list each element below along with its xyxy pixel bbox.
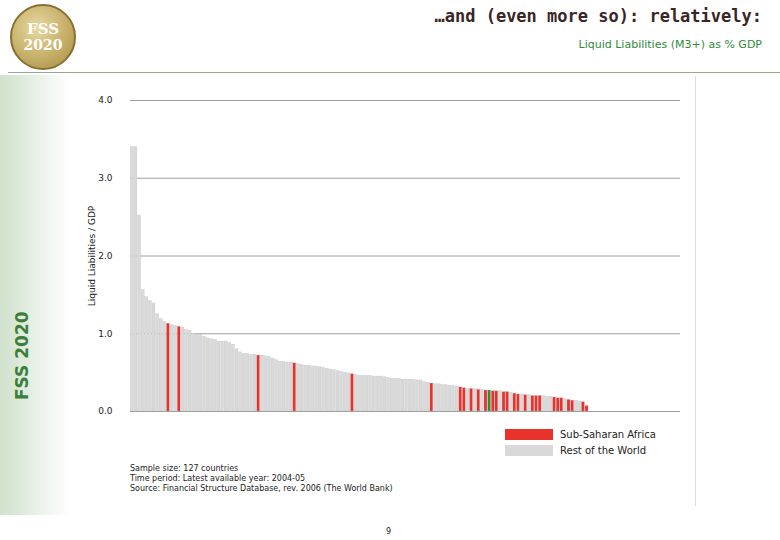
html-text:…and (even more so): relativel: …and (even more so): relatively: (434, 6, 762, 26)
svg-text:1.0: 1.0 (98, 329, 113, 339)
html-text:9: 9 (386, 527, 392, 536)
html-text:Source: Financial Structure Da: Source: Financial Structure Database, re… (130, 484, 393, 493)
html-text:2020: 2020 (23, 37, 63, 53)
html-text:Liquid Liabilities (M3+) as %: Liquid Liabilities (M3+) as % GDP (578, 38, 762, 51)
svg-text:Liquid Liabilities / GDP: Liquid Liabilities / GDP (87, 205, 97, 306)
svg-text:0.0: 0.0 (98, 406, 113, 416)
html-text:Sample size: 127 countries: Sample size: 127 countries (130, 464, 239, 473)
html-text:FSS 2020: FSS 2020 (12, 311, 32, 400)
svg-text:2.0: 2.0 (98, 251, 113, 261)
svg-text:4.0: 4.0 (98, 95, 113, 105)
html-text:FSS: FSS (27, 20, 59, 38)
html-text:Time period: Latest available: Time period: Latest available year: 2004… (130, 474, 306, 483)
svg-text:3.0: 3.0 (98, 173, 113, 183)
html-text:Rest of the World: Rest of the World (560, 444, 646, 456)
html-text:Sub-Saharan Africa: Sub-Saharan Africa (560, 428, 656, 440)
